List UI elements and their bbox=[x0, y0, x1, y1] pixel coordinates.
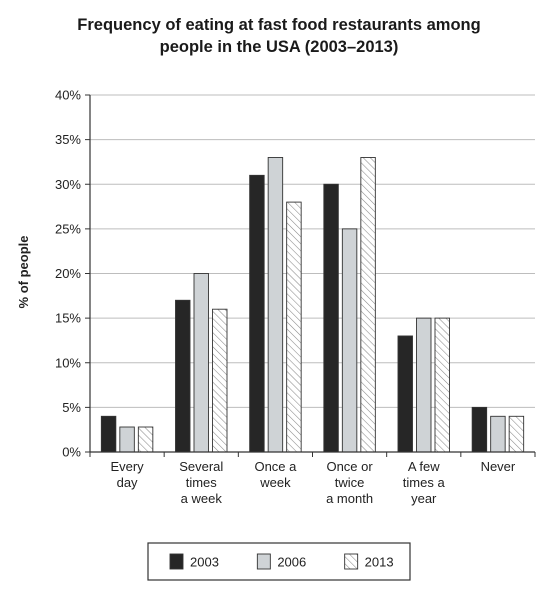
y-tick-label: 5% bbox=[62, 400, 81, 415]
x-category-label: Once a week bbox=[254, 459, 297, 490]
bar-2013 bbox=[137, 426, 154, 453]
grid-lines bbox=[90, 94, 535, 408]
chart-title: Frequency of eating at fast food restaur… bbox=[0, 14, 558, 58]
bar-2003 bbox=[100, 415, 117, 453]
bar-2013 bbox=[508, 415, 525, 453]
bar-2013 bbox=[360, 157, 376, 453]
y-tick-label: 30% bbox=[55, 177, 81, 192]
y-tick-label: 20% bbox=[55, 266, 81, 281]
bars bbox=[100, 157, 525, 453]
bar-2006 bbox=[490, 415, 506, 453]
bar-2006 bbox=[193, 273, 209, 453]
y-tick-label: 10% bbox=[55, 355, 81, 370]
y-axis: 0% 5% 10% 15% 20% 25% 30% 35% 40% bbox=[55, 88, 91, 460]
bar-2003 bbox=[175, 299, 191, 453]
legend-swatch-2003 bbox=[169, 553, 184, 570]
y-tick-label: 35% bbox=[55, 132, 81, 147]
chart-title-line-1: Frequency of eating at fast food restaur… bbox=[77, 16, 481, 34]
bar-2006 bbox=[341, 228, 358, 453]
chart-title-line-2: people in the USA (2003–2013) bbox=[159, 38, 399, 56]
bar-2003 bbox=[323, 183, 339, 453]
bar-2003 bbox=[249, 174, 265, 453]
bar-2006 bbox=[119, 426, 135, 453]
y-tick-label: 25% bbox=[55, 221, 81, 236]
y-axis-label: % of people bbox=[16, 236, 31, 309]
bar-2003 bbox=[471, 406, 488, 453]
legend-label-2006: 2006 bbox=[277, 555, 306, 570]
bar-2006 bbox=[416, 317, 432, 453]
legend-label-2013: 2013 bbox=[365, 555, 394, 570]
bar-2013 bbox=[286, 201, 302, 453]
x-category-label: A few times a year bbox=[403, 459, 446, 506]
x-category-label: Once or twice a month bbox=[326, 459, 373, 506]
x-category-label: Every day bbox=[110, 459, 144, 490]
bar-2003 bbox=[397, 335, 413, 453]
legend-label-2003: 2003 bbox=[190, 555, 219, 570]
bar-2013 bbox=[434, 317, 450, 453]
y-tick-label: 40% bbox=[55, 88, 81, 103]
legend-swatch-2013 bbox=[344, 553, 359, 570]
bar-2006 bbox=[267, 157, 284, 453]
x-axis: Every day Several times a week Once a week Once… bbox=[89, 451, 536, 506]
x-category-label: Never bbox=[481, 459, 516, 474]
x-category-label: Several times a week bbox=[179, 459, 223, 506]
legend-box bbox=[147, 542, 411, 581]
legend: 2003 2006 2013 bbox=[147, 542, 411, 581]
y-tick-label: 0% bbox=[62, 445, 81, 460]
y-tick-label: 15% bbox=[55, 311, 81, 326]
legend-swatch-2006 bbox=[256, 553, 271, 570]
bar-2013 bbox=[212, 308, 228, 453]
